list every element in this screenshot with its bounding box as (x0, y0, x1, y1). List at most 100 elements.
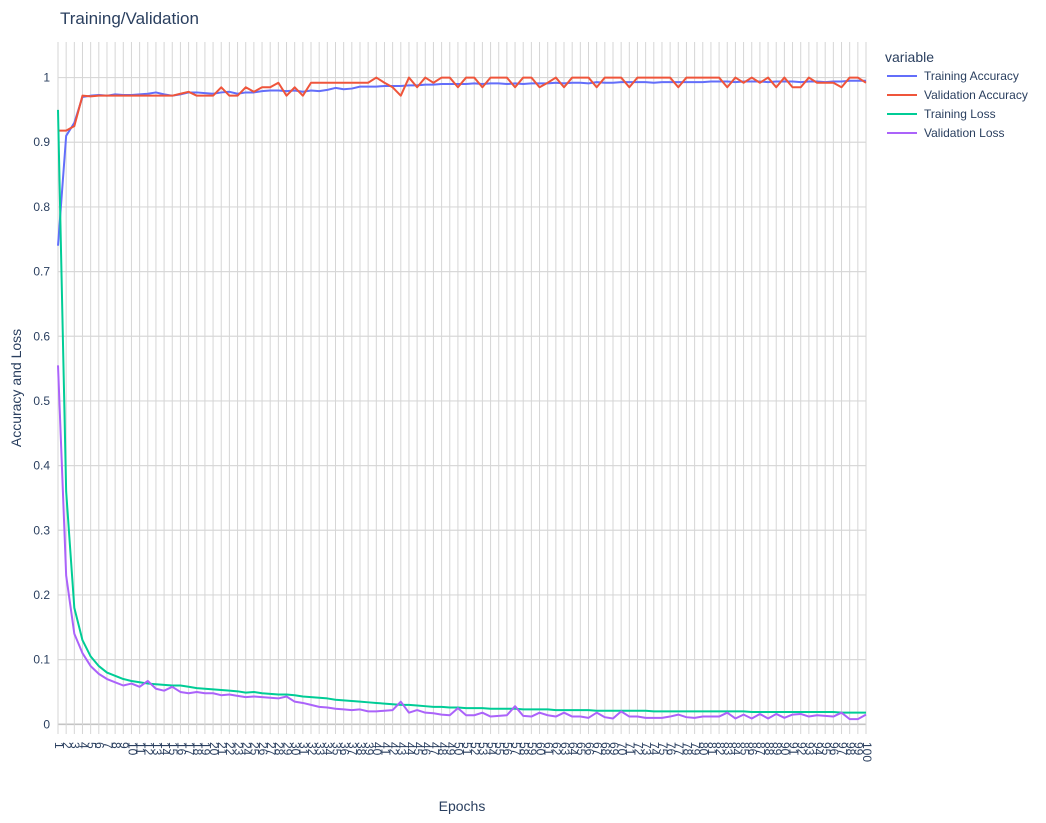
series-line-validation-loss (57, 365, 867, 721)
x-tick-label: 97 (835, 742, 849, 756)
x-axis-title: Epochs (439, 798, 486, 814)
x-gridlines (57, 42, 867, 734)
x-tick-label: 47 (427, 742, 441, 756)
x-tick-label: 24 (240, 742, 254, 756)
x-tick-label: 5 (84, 742, 98, 749)
x-tick-label: 8 (109, 742, 123, 749)
x-tick-label: 72 (631, 742, 645, 756)
y-tick-label: 0.2 (33, 588, 50, 602)
x-tick-label: 17 (182, 742, 196, 756)
x-tick-label: 25 (248, 742, 262, 756)
y-tick-label: 0.9 (33, 135, 50, 149)
x-tick-label: 96 (827, 742, 841, 756)
x-tick-label: 7 (101, 742, 115, 749)
x-tick-label: 66 (582, 742, 596, 756)
x-tick-label: 53 (476, 742, 490, 756)
y-gridlines (58, 76, 866, 726)
x-tick-label: 52 (468, 742, 482, 756)
x-tick-label: 91 (786, 742, 800, 756)
x-tick-label: 43 (395, 742, 409, 756)
x-tick-label: 19 (199, 742, 213, 756)
x-tick-label: 44 (403, 742, 417, 756)
x-tick-label: 74 (648, 742, 662, 756)
x-tick-label: 32 (305, 742, 319, 756)
x-tick-label: 77 (672, 742, 686, 756)
legend-entry: Training Loss (924, 107, 996, 121)
legend-entry: Validation Loss (924, 126, 1005, 140)
x-tick-label: 76 (664, 742, 678, 756)
x-tick-label: 75 (656, 742, 670, 756)
x-tick-label: 59 (525, 742, 539, 756)
x-tick-label: 56 (501, 742, 515, 756)
x-tick-label: 6 (93, 742, 107, 749)
x-tick-label: 65 (574, 742, 588, 756)
legend: variable Training Accuracy Validation Acc… (885, 49, 1028, 140)
series-line-validation-accuracy (58, 76, 867, 132)
y-tick-label: 1 (43, 71, 50, 85)
y-tick-label: 0.1 (33, 653, 50, 667)
x-tick-label: 33 (313, 742, 327, 756)
x-tick-label: 68 (599, 742, 613, 756)
x-tick-label: 70 (615, 742, 629, 756)
x-tick-label: 83 (721, 742, 735, 756)
x-tick-label: 62 (550, 742, 564, 756)
y-tick-label: 0.7 (33, 265, 50, 279)
x-tick-label: 46 (419, 742, 433, 756)
x-tick-label: 85 (737, 742, 751, 756)
y-tick-label: 0.6 (33, 329, 50, 343)
x-tick-label: 93 (803, 742, 817, 756)
x-tick-label: 98 (844, 742, 858, 756)
y-tick-label: 0 (43, 717, 50, 731)
x-tick-label: 82 (713, 742, 727, 756)
x-tick-label: 88 (762, 742, 776, 756)
x-tick-label: 87 (754, 742, 768, 756)
x-tick-label: 36 (337, 742, 351, 756)
x-tick-label: 2 (60, 742, 74, 749)
y-tick-label: 0.5 (33, 394, 50, 408)
x-tick-label: 84 (729, 742, 743, 756)
y-axis-ticks: 0 0.1 0.2 0.3 0.4 0.5 0.6 0.7 0.8 0.9 1 (33, 71, 50, 732)
y-tick-label: 0.8 (33, 200, 50, 214)
x-tick-label: 40 (370, 742, 384, 756)
x-tick-label: 42 (386, 742, 400, 756)
x-tick-label: 15 (166, 742, 180, 756)
x-tick-label: 55 (493, 742, 507, 756)
x-tick-label: 4 (76, 742, 90, 749)
chart-title: Training/Validation (60, 9, 199, 28)
x-tick-label: 14 (158, 742, 172, 756)
plot-background (58, 42, 866, 734)
x-tick-label: 28 (272, 742, 286, 756)
x-tick-label: 11 (133, 742, 147, 755)
x-tick-label: 79 (688, 742, 702, 756)
y-tick-label: 0.3 (33, 523, 50, 537)
x-tick-label: 99 (852, 742, 866, 756)
x-tick-label: 39 (362, 742, 376, 756)
y-axis-title: Accuracy and Loss (8, 329, 24, 447)
y-tick-label: 0.4 (33, 459, 50, 473)
x-tick-label: 30 (289, 742, 303, 756)
x-axis-ticks: 1234567891011121314151617181920212223242… (52, 742, 874, 762)
x-tick-label: 27 (264, 742, 278, 756)
x-tick-label: 21 (215, 742, 229, 756)
x-tick-label: 69 (607, 742, 621, 756)
x-tick-label: 89 (770, 742, 784, 756)
x-tick-label: 38 (354, 742, 368, 756)
x-tick-label: 57 (509, 742, 523, 756)
x-tick-label: 86 (746, 742, 760, 756)
x-tick-label: 94 (811, 742, 825, 756)
x-tick-label: 78 (680, 742, 694, 756)
x-tick-label: 95 (819, 742, 833, 756)
x-tick-label: 80 (697, 742, 711, 756)
legend-title: variable (885, 49, 934, 65)
x-tick-label: 35 (329, 742, 343, 756)
x-tick-label: 67 (590, 742, 604, 756)
x-tick-label: 23 (231, 742, 245, 756)
x-tick-label: 41 (378, 742, 392, 756)
x-tick-label: 49 (444, 742, 458, 756)
x-tick-label: 73 (639, 742, 653, 756)
x-tick-label: 63 (558, 742, 572, 756)
x-tick-label: 20 (207, 742, 221, 756)
x-tick-label: 60 (533, 742, 547, 756)
